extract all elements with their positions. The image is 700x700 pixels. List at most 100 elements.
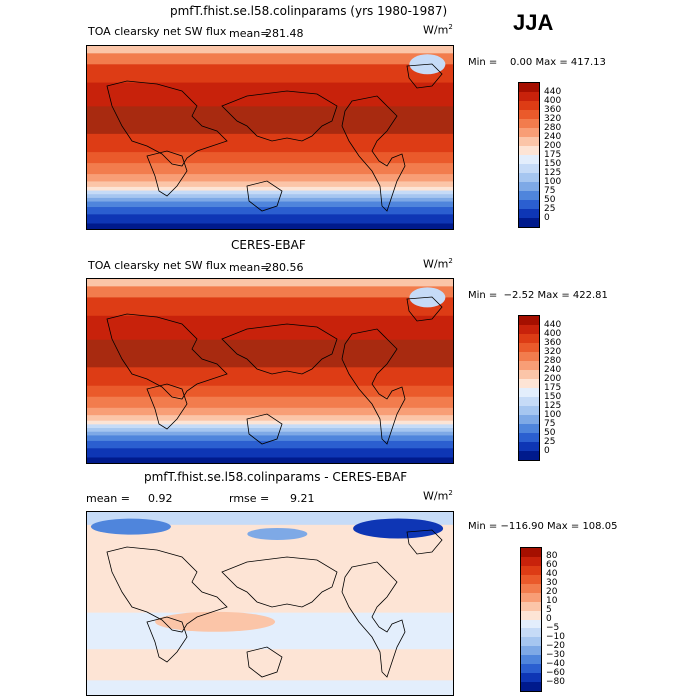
- colorbar-segment: [521, 673, 541, 683]
- colorbar-tick-label: 150: [544, 158, 562, 169]
- coastline: [221, 556, 338, 608]
- map-band: [87, 214, 453, 225]
- panel2-title: CERES-EBAF: [231, 238, 306, 252]
- arctic-anomaly: [90, 518, 171, 535]
- colorbar-segment: [521, 619, 541, 629]
- colorbar-tick-label: 25: [544, 436, 556, 447]
- panel3-map: [86, 511, 454, 696]
- colorbar-tick-label: 280: [544, 122, 562, 133]
- panel2-mean-label: mean=: [229, 261, 270, 274]
- map-band: [87, 512, 453, 525]
- colorbar-segment: [519, 182, 539, 191]
- coastline: [246, 413, 283, 445]
- colorbar-tick-label: 200: [544, 140, 562, 151]
- colorbar-segment: [519, 442, 539, 451]
- colorbar-segment: [519, 451, 539, 460]
- colorbar-segment: [519, 209, 539, 218]
- colorbar-segment: [519, 218, 539, 227]
- colorbar-segment: [519, 173, 539, 182]
- map-band: [87, 440, 453, 449]
- colorbar-tick-label: 175: [544, 382, 562, 393]
- map-band: [87, 435, 453, 442]
- panel2-colorbar: [518, 315, 540, 461]
- panel3-mean-value: 0.92: [148, 492, 173, 505]
- map-band: [87, 339, 453, 368]
- colorbar-segment: [519, 415, 539, 424]
- panel2-min-max: Min = −2.52 Max = 422.81: [468, 290, 608, 301]
- colorbar-segment: [519, 424, 539, 433]
- colorbar-tick-label: 50: [544, 194, 556, 205]
- map-band: [87, 181, 453, 188]
- colorbar-tick-label: 240: [544, 131, 562, 142]
- panel1-mean-value: 281.48: [265, 27, 304, 40]
- colorbar-segment: [519, 406, 539, 415]
- map-band: [87, 396, 453, 409]
- colorbar-tick-label: 400: [544, 95, 562, 106]
- map-band: [87, 431, 453, 436]
- map-band: [87, 385, 453, 398]
- colorbar-tick-label: 10: [546, 596, 558, 607]
- map-band: [87, 186, 453, 192]
- map-band: [87, 428, 453, 433]
- panel3-min-max: Min = −116.90 Max = 108.05: [468, 521, 618, 532]
- panel1-mean-label: mean=: [229, 27, 270, 40]
- colorbar-segment: [519, 361, 539, 370]
- colorbar-segment: [521, 637, 541, 647]
- panel1-title: pmfT.fhist.se.l58.colinparams (yrs 1980-…: [170, 4, 448, 18]
- colorbar-segment: [521, 548, 541, 557]
- panel3-units: W/m2: [423, 489, 453, 503]
- map-band: [87, 367, 453, 387]
- colorbar-segment: [521, 556, 541, 566]
- colorbar-tick-label: 320: [544, 346, 562, 357]
- colorbar-segment: [521, 655, 541, 665]
- coastline: [106, 546, 228, 633]
- map-band: [87, 190, 453, 195]
- coastline: [106, 313, 228, 400]
- colorbar-segment: [519, 191, 539, 200]
- colorbar-segment: [519, 110, 539, 119]
- panel2-map: [86, 278, 454, 464]
- panel1-map: [86, 45, 454, 230]
- colorbar-tick-label: 320: [544, 113, 562, 124]
- colorbar-tick-label: 5: [546, 605, 552, 616]
- map-band: [87, 680, 453, 695]
- coastline: [146, 150, 188, 197]
- coastline: [106, 80, 228, 167]
- colorbar-tick-label: 100: [544, 176, 562, 187]
- map-band: [87, 82, 453, 107]
- map-band: [87, 223, 453, 229]
- map-band: [87, 53, 453, 65]
- colorbar-tick-label: 60: [546, 560, 558, 571]
- map-band: [87, 201, 453, 208]
- season-label: JJA: [513, 10, 554, 35]
- colorbar-tick-label: 25: [544, 203, 556, 214]
- colorbar-tick-label: 400: [544, 328, 562, 339]
- panel1-min-max: Min = 0.00 Max = 417.13: [468, 57, 606, 68]
- coastline: [221, 323, 338, 375]
- colorbar-segment: [519, 200, 539, 209]
- colorbar-segment: [519, 137, 539, 146]
- colorbar-tick-label: 125: [544, 400, 562, 411]
- map-band: [87, 407, 453, 416]
- map-band: [87, 133, 453, 153]
- colorbar-segment: [519, 379, 539, 388]
- panel1-variable: TOA clearsky net SW flux: [88, 25, 227, 38]
- colorbar-tick-label: 280: [544, 355, 562, 366]
- colorbar-segment: [519, 334, 539, 343]
- colorbar-tick-label: 75: [544, 418, 556, 429]
- coastline: [246, 180, 283, 212]
- colorbar-tick-label: 240: [544, 364, 562, 375]
- coastline: [221, 90, 338, 142]
- colorbar-tick-label: 75: [544, 185, 556, 196]
- colorbar-segment: [521, 583, 541, 593]
- pacific-anomaly: [155, 611, 276, 632]
- coastline: [246, 646, 283, 678]
- colorbar-segment: [519, 397, 539, 406]
- map-band: [87, 315, 453, 341]
- colorbar-tick-label: 40: [546, 569, 558, 580]
- colorbar-segment: [519, 101, 539, 110]
- panel2-variable: TOA clearsky net SW flux: [88, 259, 227, 272]
- colorbar-segment: [519, 370, 539, 379]
- coastline: [341, 328, 406, 445]
- colorbar-tick-label: 175: [544, 149, 562, 160]
